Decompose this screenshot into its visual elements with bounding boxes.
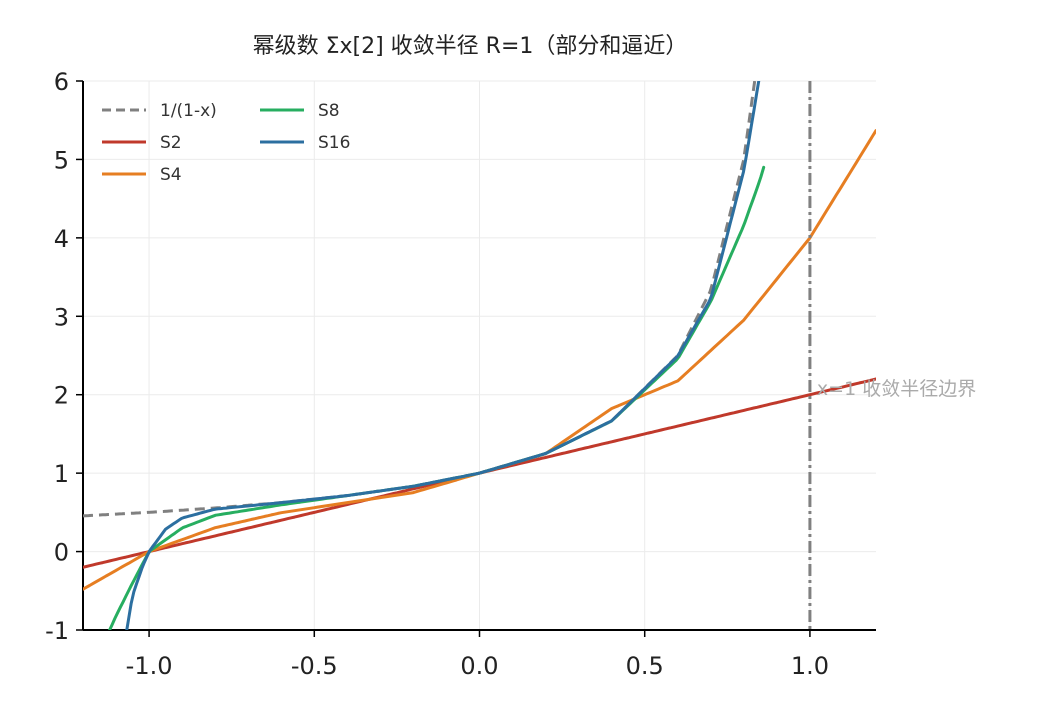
grid [83,80,876,631]
x-tick-label: -1.0 [126,652,173,680]
legend: 1/(1-x) S2 S4 S8 S16 [102,101,350,185]
y-tick-label: 6 [54,68,69,96]
legend-label-S8: S8 [318,101,340,121]
series-line-1/(1-x) [83,81,757,518]
x-tick-label: 0.5 [626,652,664,680]
series-line-S16 [125,81,761,630]
boundary-label: x=1 收敛半径边界 [817,378,976,400]
legend-label-1/(1-x): 1/(1-x) [160,101,217,121]
y-tick-label: -1 [45,617,69,645]
x-tick-label: -0.5 [291,652,338,680]
legend-label-S4: S4 [160,165,182,185]
series-layer [83,81,876,630]
y-tick-label: 1 [54,460,69,488]
axes: -1.0 -0.5 0.0 0.5 1.0 -1 0 1 2 3 4 5 6 [45,68,876,680]
x-tick-label: 0.0 [460,652,498,680]
series-line-S8 [107,165,766,630]
y-tick-label: 2 [54,382,69,410]
y-tick-label: 5 [54,146,69,174]
legend-label-S2: S2 [160,133,182,153]
x-tick-label: 1.0 [791,652,829,680]
y-tick-label: 4 [54,225,69,253]
chart-title: 幂级数 Σx[2] 收敛半径 R=1（部分和逼近） [253,34,688,59]
boundary-line-layer: x=1 收敛半径边界 [808,81,976,630]
legend-label-S16: S16 [318,133,350,153]
y-tick-label: 3 [54,303,69,331]
y-tick-label: 0 [54,539,69,567]
